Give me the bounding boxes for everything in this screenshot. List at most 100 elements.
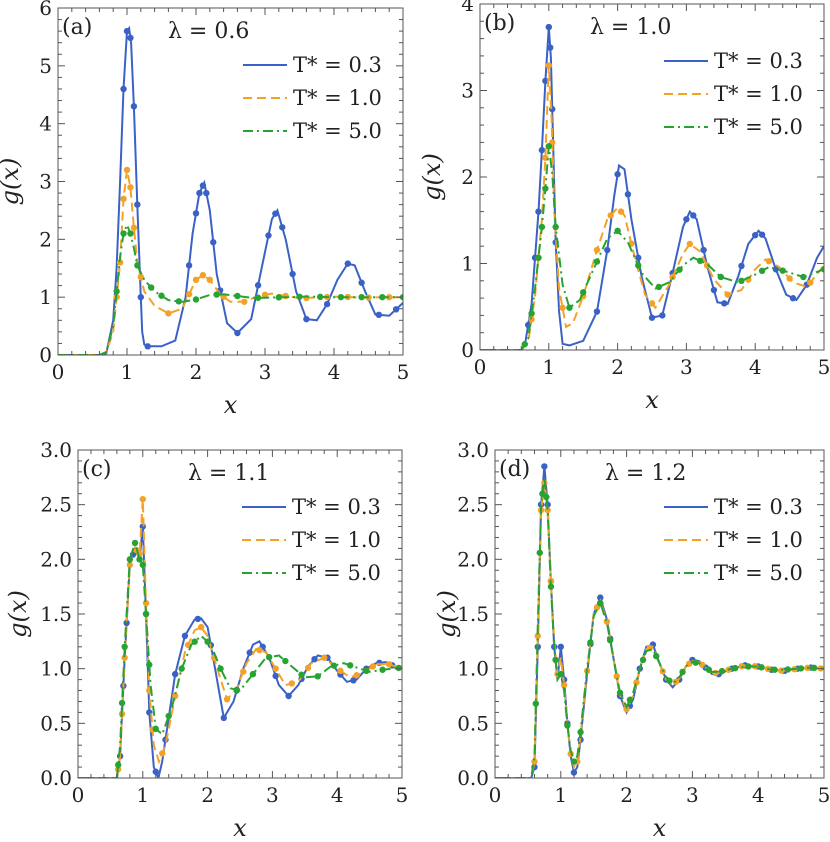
data-point <box>614 171 621 178</box>
panel-b: 0 1 2 3 4 5 0 1 2 3 4 x g(x) (b) λ = 1.0 T* = 0.3 T* = 1… <box>418 0 830 414</box>
x-tick-label: 3 <box>680 355 693 379</box>
data-point <box>134 262 141 269</box>
x-tick-label: 4 <box>749 355 762 379</box>
data-point <box>261 291 269 299</box>
x-tick-label: 4 <box>331 783 344 807</box>
data-point <box>330 662 338 669</box>
series-line-3 <box>495 477 824 778</box>
data-point <box>323 300 331 308</box>
x-tick-label: 2 <box>201 783 214 807</box>
data-point <box>165 712 172 720</box>
data-point <box>683 216 690 223</box>
data-point <box>616 689 624 696</box>
data-point <box>624 191 632 198</box>
data-point <box>311 655 318 663</box>
y-tick-label: 1.5 <box>40 602 72 626</box>
data-point <box>679 668 686 676</box>
data-point <box>606 637 614 644</box>
data-point <box>120 230 127 237</box>
data-point <box>246 649 253 656</box>
y-tick-label: 2.0 <box>457 547 489 571</box>
data-point <box>234 329 241 337</box>
series-line-2 <box>58 169 403 355</box>
data-point <box>192 210 200 217</box>
data-point <box>807 279 814 286</box>
panel-label: (c) <box>82 457 112 482</box>
data-point <box>185 262 193 269</box>
legend-entry: T* = 1.0 <box>292 528 381 552</box>
data-point <box>241 298 248 305</box>
data-point <box>196 189 203 197</box>
data-point <box>120 85 127 93</box>
x-tick-label: 1 <box>542 355 555 379</box>
data-point <box>534 632 541 640</box>
y-tick-label: 2.5 <box>40 493 72 517</box>
data-point <box>289 270 296 278</box>
y-tick-label: 1.0 <box>40 657 72 681</box>
data-point <box>613 673 620 680</box>
data-point <box>564 722 571 729</box>
data-point <box>265 653 273 661</box>
data-point <box>275 294 282 301</box>
data-point <box>385 661 393 668</box>
data-point <box>676 266 683 273</box>
data-point <box>256 646 263 654</box>
data-point <box>607 212 614 219</box>
data-point <box>700 246 707 254</box>
x-tick-label: 5 <box>397 360 410 384</box>
y-tick-label: 4 <box>39 112 52 136</box>
y-axis-label: g(x) <box>4 590 32 638</box>
y-tick-label: 1 <box>461 252 474 276</box>
data-point <box>758 664 765 671</box>
data-point <box>545 62 552 69</box>
data-point <box>536 549 543 556</box>
y-tick-label: 2.5 <box>457 493 489 517</box>
data-point <box>254 294 262 301</box>
y-tick-label: 2.0 <box>40 547 72 571</box>
data-point <box>395 664 402 672</box>
data-point <box>603 618 611 625</box>
legend-entry: T* = 5.0 <box>293 119 382 143</box>
lambda-annotation: λ = 1.0 <box>590 15 671 40</box>
data-point <box>139 496 146 503</box>
data-point <box>191 638 198 645</box>
data-point <box>392 306 400 313</box>
data-point <box>648 300 656 307</box>
y-tick-label: 1 <box>39 285 52 309</box>
data-point <box>545 23 552 31</box>
data-point <box>542 77 549 85</box>
data-point <box>285 692 292 700</box>
data-point <box>521 341 528 348</box>
data-point <box>580 289 587 296</box>
data-point <box>705 666 713 673</box>
data-point <box>379 293 386 301</box>
data-point <box>717 273 724 281</box>
data-point <box>535 254 542 261</box>
x-tick-label: 0 <box>52 360 65 384</box>
y-tick-label: 4 <box>461 0 474 16</box>
data-point <box>566 304 573 311</box>
data-point <box>738 277 745 284</box>
data-point <box>552 223 559 231</box>
data-point <box>771 666 778 673</box>
data-point <box>363 667 370 675</box>
data-point <box>538 223 546 231</box>
data-point <box>114 761 122 769</box>
data-point <box>690 212 697 219</box>
x-tick-label: 1 <box>121 360 134 384</box>
y-tick-label: 3.0 <box>40 438 72 462</box>
data-point <box>721 300 728 307</box>
legend-entry: T* = 5.0 <box>714 561 803 585</box>
data-point <box>552 656 559 664</box>
data-point <box>337 293 345 301</box>
data-point <box>337 667 344 675</box>
data-point <box>165 310 172 317</box>
data-point <box>272 665 279 672</box>
data-point <box>541 463 548 470</box>
data-point <box>303 315 310 323</box>
data-point <box>350 677 357 684</box>
data-point <box>142 610 150 618</box>
data-point <box>288 680 296 687</box>
x-axis-label: x <box>653 814 667 842</box>
data-point <box>206 276 213 284</box>
